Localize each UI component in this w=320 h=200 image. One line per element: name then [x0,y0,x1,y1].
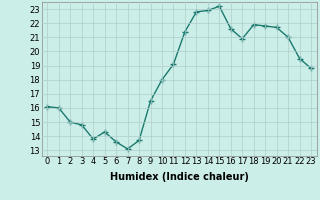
X-axis label: Humidex (Indice chaleur): Humidex (Indice chaleur) [110,172,249,182]
